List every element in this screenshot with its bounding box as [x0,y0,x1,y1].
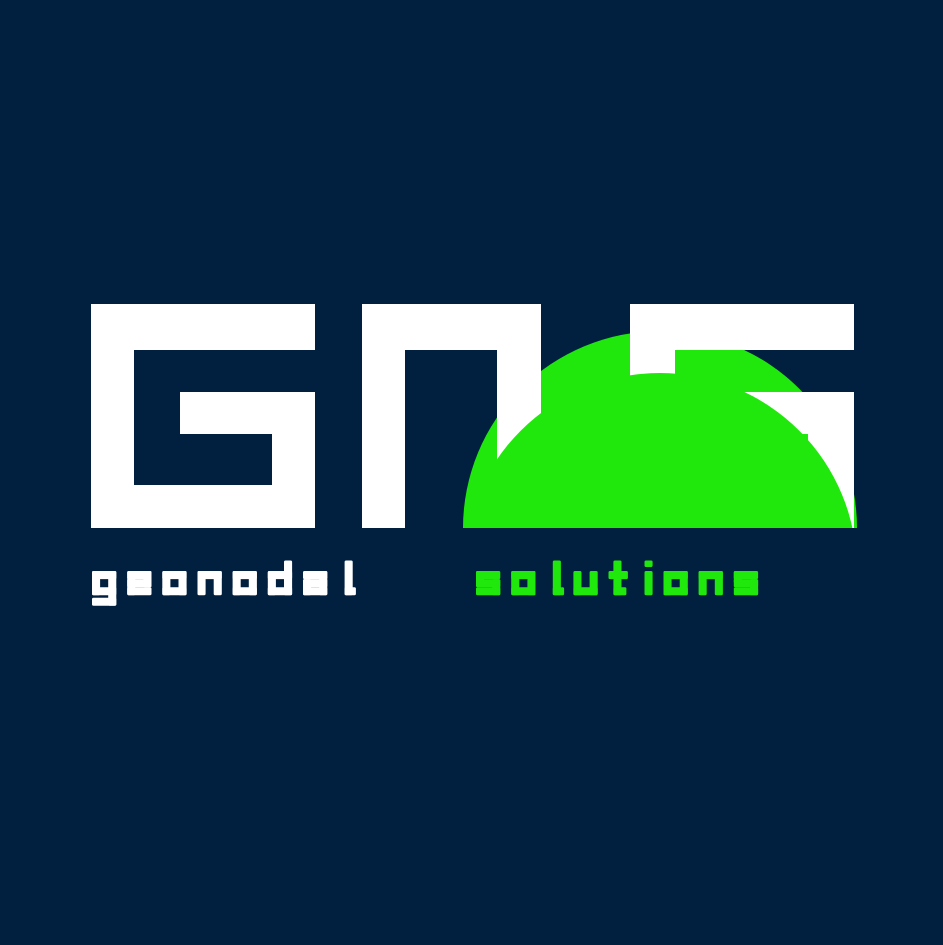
solutions-letter-t [608,560,628,596]
tagline-geonodal [92,560,356,606]
geonodal-letter-n [197,571,222,596]
solutions-letter-o [511,571,536,596]
geonodal-letter-e [127,571,152,596]
monogram-letter-g [91,304,315,528]
solutions-letter-u [573,571,598,596]
geonodal-letter-a [303,571,328,596]
solutions-letter-i [644,560,653,596]
geonodal-letter-o [232,571,257,596]
geonodal-letter-d [267,560,293,596]
solutions-letter-s [476,571,501,596]
geonodal-letter-o [162,571,187,596]
tagline-solutions [476,560,759,596]
solutions-letter-s [733,571,759,596]
solutions-letter-o [663,571,688,596]
solutions-letter-l [552,560,565,596]
geonodal-letter-l [344,560,356,596]
solutions-letter-n [698,571,723,596]
geonodal-letter-g [92,571,117,606]
monogram-green-overlay [463,373,854,528]
